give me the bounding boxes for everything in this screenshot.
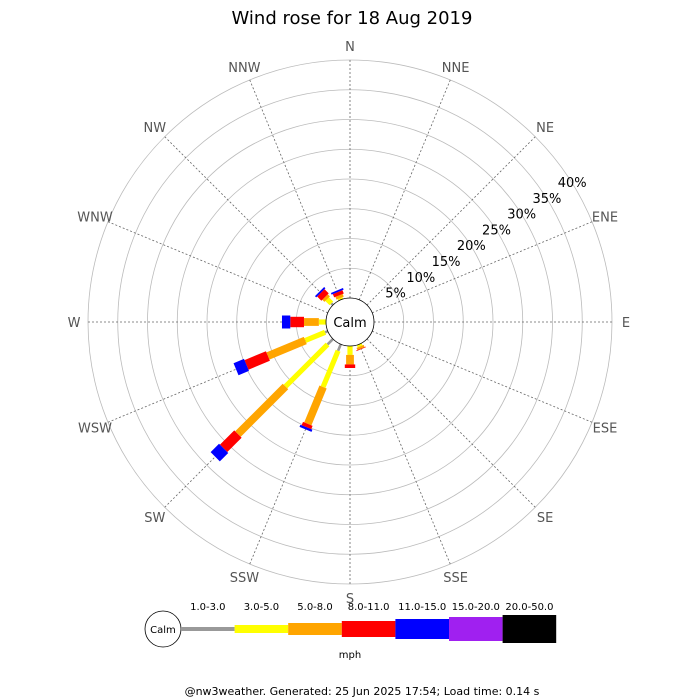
ring-10% bbox=[266, 238, 434, 406]
ring-20% bbox=[206, 178, 494, 466]
direction-label-W: W bbox=[68, 316, 81, 331]
legend-swatch-20.0-50.0 bbox=[502, 615, 557, 643]
bar-NW-1.0-3.0 bbox=[330, 302, 334, 306]
bar-W-3.0-5.0 bbox=[318, 319, 326, 325]
ring-labels: 5%10%15%20%25%30%35%40% bbox=[385, 176, 586, 301]
bar-WSW-5.0-8.0 bbox=[266, 336, 307, 360]
legend-label-3.0-5.0: 3.0-5.0 bbox=[244, 602, 279, 613]
bar-NW-11.0-15.0 bbox=[314, 286, 326, 298]
wind-bars bbox=[210, 286, 367, 462]
ring-label-30%: 30% bbox=[507, 208, 536, 223]
direction-label-SE: SE bbox=[537, 511, 553, 526]
bar-NNW-3.0-5.0 bbox=[337, 297, 344, 301]
bar-SW-11.0-15.0 bbox=[210, 443, 229, 462]
direction-label-NNE: NNE bbox=[442, 61, 470, 76]
ring-label-35%: 35% bbox=[533, 192, 562, 207]
direction-label-E: E bbox=[622, 316, 630, 331]
ring-30% bbox=[147, 119, 553, 525]
bar-SSW-8.0-11.0 bbox=[301, 421, 313, 430]
bar-W-11.0-15.0 bbox=[281, 315, 291, 329]
direction-label-NE: NE bbox=[536, 121, 554, 136]
speed-legend: Calm 1.0-3.0 3.0-5.0 5.0-8.0 8.0-11.0 11.0-15… bbox=[144, 602, 557, 661]
legend-swatch-5.0-8.0 bbox=[288, 623, 342, 635]
bar-NNW-8.0-11.0 bbox=[332, 290, 344, 298]
legend-swatch-1.0-3.0 bbox=[181, 627, 235, 631]
bar-SW-1.0-3.0 bbox=[326, 338, 334, 346]
bar-SSW-1.0-3.0 bbox=[336, 343, 343, 352]
direction-labels: N NNE NE ENE E ESE SE SSE S SSW SW WSW W WNW NW NNW bbox=[68, 40, 631, 607]
ring-label-40%: 40% bbox=[558, 176, 587, 191]
direction-label-SW: SW bbox=[144, 511, 165, 526]
direction-label-ENE: ENE bbox=[592, 210, 618, 225]
ring-label-10%: 10% bbox=[406, 271, 435, 286]
legend-swatch-15.0-20.0 bbox=[449, 617, 503, 641]
calm-circle bbox=[325, 297, 375, 347]
chart-title: Wind rose for 18 Aug 2019 bbox=[232, 8, 473, 29]
ring-label-20%: 20% bbox=[457, 239, 486, 254]
bar-W-8.0-11.0 bbox=[290, 316, 304, 328]
bar-SSW-3.0-5.0 bbox=[320, 349, 341, 389]
bar-NW-8.0-11.0 bbox=[317, 289, 329, 301]
bar-SW-8.0-11.0 bbox=[219, 430, 242, 453]
legend-label-8.0-11.0: 8.0-11.0 bbox=[348, 602, 390, 613]
bar-SSE-5.0-8.0 bbox=[356, 344, 365, 351]
ring-label-15%: 15% bbox=[432, 255, 461, 270]
bar-NW-5.0-8.0 bbox=[322, 294, 330, 302]
direction-label-SSE: SSE bbox=[443, 571, 468, 586]
bar-WSW-11.0-15.0 bbox=[233, 358, 249, 376]
ring-label-25%: 25% bbox=[482, 223, 511, 238]
legend-calm-label: Calm bbox=[150, 625, 176, 636]
bar-NW-3.0-5.0 bbox=[325, 297, 334, 306]
bar-NNW-5.0-8.0 bbox=[335, 293, 344, 300]
bar-SW-3.0-5.0 bbox=[283, 342, 330, 389]
direction-label-WSW: WSW bbox=[78, 422, 112, 437]
bar-S-8.0-11.0 bbox=[344, 364, 356, 369]
legend-swatch-11.0-15.0 bbox=[395, 619, 449, 639]
calm-label: Calm bbox=[333, 316, 366, 331]
direction-label-NNW: NNW bbox=[228, 61, 260, 76]
bar-WSW-8.0-11.0 bbox=[244, 351, 270, 370]
bar-SSW-11.0-15.0 bbox=[299, 424, 313, 432]
bar-SW-5.0-8.0 bbox=[235, 383, 289, 437]
bar-S-3.0-5.0 bbox=[347, 346, 353, 355]
legend-label-15.0-20.0: 15.0-20.0 bbox=[452, 602, 500, 613]
ring-label-5%: 5% bbox=[385, 287, 406, 302]
direction-label-ESE: ESE bbox=[593, 422, 618, 437]
bar-SSE-3.0-5.0 bbox=[356, 343, 363, 348]
legend-label-11.0-15.0: 11.0-15.0 bbox=[398, 602, 446, 613]
legend-label-1.0-3.0: 1.0-3.0 bbox=[190, 602, 225, 613]
direction-label-S: S bbox=[346, 592, 354, 607]
bar-SSE-8.0-11.0 bbox=[356, 346, 367, 352]
bar-W-5.0-8.0 bbox=[303, 318, 319, 326]
calm-circle-group: Calm bbox=[325, 297, 375, 347]
bar-WSW-3.0-5.0 bbox=[304, 329, 327, 343]
direction-label-WNW: WNW bbox=[77, 210, 113, 225]
legend-label-20.0-50.0: 20.0-50.0 bbox=[505, 602, 553, 613]
bar-S-5.0-8.0 bbox=[346, 354, 354, 365]
direction-label-N: N bbox=[345, 40, 355, 55]
legend-swatch-3.0-5.0 bbox=[234, 625, 289, 633]
bar-SSW-5.0-8.0 bbox=[304, 385, 327, 426]
legend-unit: mph bbox=[339, 650, 361, 661]
legend-swatch-8.0-11.0 bbox=[341, 621, 396, 637]
footer-text: @nw3weather. Generated: 25 Jun 2025 17:5… bbox=[185, 685, 540, 698]
direction-label-NW: NW bbox=[144, 121, 167, 136]
legend-label-5.0-8.0: 5.0-8.0 bbox=[297, 602, 332, 613]
direction-label-SSW: SSW bbox=[230, 571, 260, 586]
bar-NNW-11.0-15.0 bbox=[330, 287, 344, 295]
